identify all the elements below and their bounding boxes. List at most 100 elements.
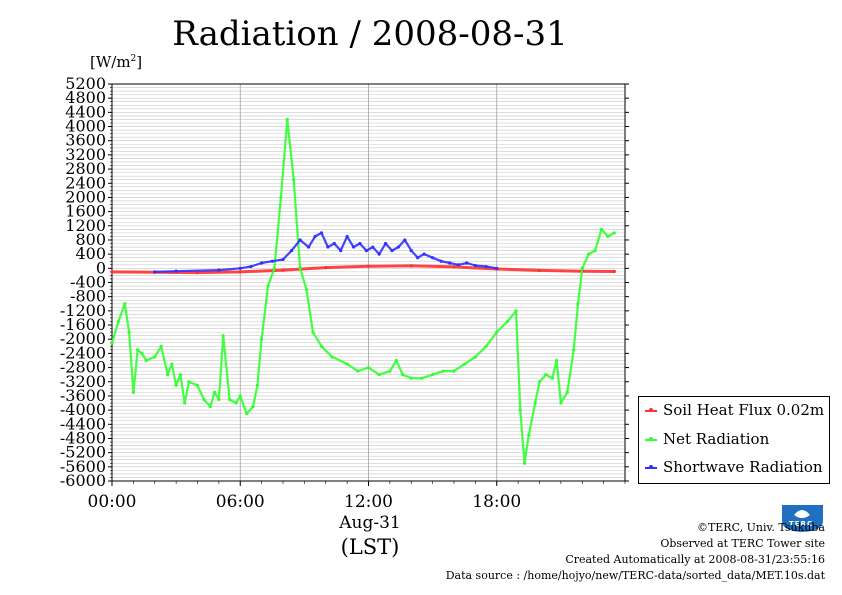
y-tick-label: -2000 [60, 329, 106, 348]
data-point-net-radiation [311, 330, 315, 334]
y-tick-label: 4000 [65, 117, 106, 136]
data-point-shortwave-radiation [238, 266, 242, 270]
data-point-net-radiation [174, 383, 178, 387]
data-point-net-radiation [165, 373, 170, 377]
data-point-net-radiation [238, 394, 242, 398]
data-point-net-radiation [251, 404, 255, 409]
data-point-net-radiation [484, 344, 488, 348]
data-point-shortwave-radiation [416, 256, 420, 260]
legend-swatch-shortwave-radiation [645, 465, 657, 469]
data-point-net-radiation [245, 412, 249, 416]
data-point-net-radiation [606, 234, 610, 239]
data-point-net-radiation [217, 397, 221, 402]
data-point-net-radiation [612, 231, 616, 235]
y-tick-label: 1600 [65, 202, 106, 221]
data-point-net-radiation [431, 373, 435, 377]
data-point-shortwave-radiation [371, 245, 375, 249]
data-point-shortwave-radiation [473, 263, 477, 268]
data-point-shortwave-radiation [456, 263, 460, 267]
data-point-net-radiation [319, 344, 324, 348]
data-point-net-radiation [495, 330, 499, 334]
data-point-net-radiation [587, 252, 591, 256]
data-point-shortwave-radiation [409, 248, 413, 253]
y-tick-label: -5200 [60, 443, 106, 462]
data-point-net-radiation [514, 309, 518, 313]
data-point-net-radiation [473, 355, 477, 359]
data-point-net-radiation [234, 401, 238, 405]
y-tick-label: 2400 [65, 173, 106, 192]
data-point-net-radiation [377, 373, 381, 377]
data-point-net-radiation [356, 369, 360, 373]
y-tick-label: -400 [70, 273, 106, 292]
credit-source: Data source : /home/hojyo/new/TERC-data/… [445, 569, 825, 582]
y-tick-label: -2800 [60, 358, 106, 377]
data-point-net-radiation [401, 373, 405, 377]
data-point-net-radiation [572, 348, 576, 352]
data-point-net-radiation [420, 376, 424, 380]
data-point-net-radiation [279, 195, 283, 200]
data-point-shortwave-radiation [364, 248, 368, 253]
data-point-net-radiation [170, 362, 174, 366]
y-tick-label: 4400 [65, 102, 106, 121]
credit-copyright: ©TERC, Univ. Tsukuba [696, 521, 825, 534]
data-point-shortwave-radiation [153, 270, 157, 274]
data-point-net-radiation [272, 266, 277, 270]
y-tick-label: 5200 [65, 74, 106, 93]
data-point-shortwave-radiation [422, 252, 426, 256]
data-point-shortwave-radiation [289, 248, 294, 253]
data-point-shortwave-radiation [298, 238, 302, 242]
data-point-net-radiation [555, 358, 559, 363]
data-point-shortwave-radiation [326, 245, 330, 249]
data-point-net-radiation [266, 284, 270, 288]
legend-item-shortwave-radiation: Shortwave Radiation [645, 454, 823, 480]
data-point-net-radiation [255, 383, 259, 387]
data-point-net-radiation [580, 266, 584, 270]
data-point-net-radiation [110, 341, 114, 345]
y-tick-label: -800 [70, 287, 106, 306]
data-point-net-radiation [518, 408, 522, 412]
data-point-net-radiation [330, 355, 334, 359]
y-tick-label: 3200 [65, 145, 106, 164]
data-point-net-radiation [144, 358, 148, 363]
data-point-net-radiation [527, 433, 531, 437]
data-point-shortwave-radiation [174, 269, 178, 273]
data-point-soil-heat-flux-0-02m [409, 264, 413, 268]
data-point-net-radiation [127, 330, 131, 334]
data-point-net-radiation [441, 369, 445, 373]
data-point-shortwave-radiation [332, 241, 336, 246]
data-point-net-radiation [559, 401, 563, 405]
data-point-net-radiation [544, 373, 548, 377]
data-point-shortwave-radiation [260, 261, 264, 265]
credits: ©TERC, Univ. Tsukuba Observed at TERC To… [446, 520, 825, 584]
credit-observed: Observed at TERC Tower site [660, 537, 825, 550]
data-point-shortwave-radiation [396, 245, 401, 249]
y-tick-label: -4400 [60, 414, 106, 433]
y-tick-label: -4800 [60, 428, 106, 447]
data-point-soil-heat-flux-0-02m [537, 268, 542, 273]
data-point-net-radiation [304, 287, 309, 292]
data-point-soil-heat-flux-0-02m [366, 264, 371, 268]
y-tick-label: -6000 [60, 471, 106, 490]
data-point-net-radiation [208, 404, 212, 409]
data-point-shortwave-radiation [319, 231, 324, 235]
data-point-shortwave-radiation [313, 234, 317, 239]
data-point-net-radiation [136, 348, 140, 352]
y-tick-label: 2000 [65, 187, 106, 206]
data-point-shortwave-radiation [339, 248, 343, 253]
data-point-net-radiation [366, 365, 371, 370]
data-point-net-radiation [388, 369, 392, 373]
data-point-shortwave-radiation [377, 252, 381, 256]
data-point-net-radiation [533, 401, 537, 405]
data-point-net-radiation [505, 319, 510, 324]
data-point-net-radiation [227, 397, 232, 402]
data-point-soil-heat-flux-0-02m [324, 266, 328, 270]
data-point-net-radiation [153, 355, 157, 359]
y-tick-label: -1600 [60, 315, 106, 334]
data-point-shortwave-radiation [439, 259, 443, 263]
series-line-net-radiation [110, 118, 615, 465]
data-point-soil-heat-flux-0-02m [452, 265, 456, 269]
data-point-soil-heat-flux-0-02m [110, 270, 114, 274]
y-tick-label: 800 [75, 230, 106, 249]
data-point-soil-heat-flux-0-02m [195, 270, 200, 275]
